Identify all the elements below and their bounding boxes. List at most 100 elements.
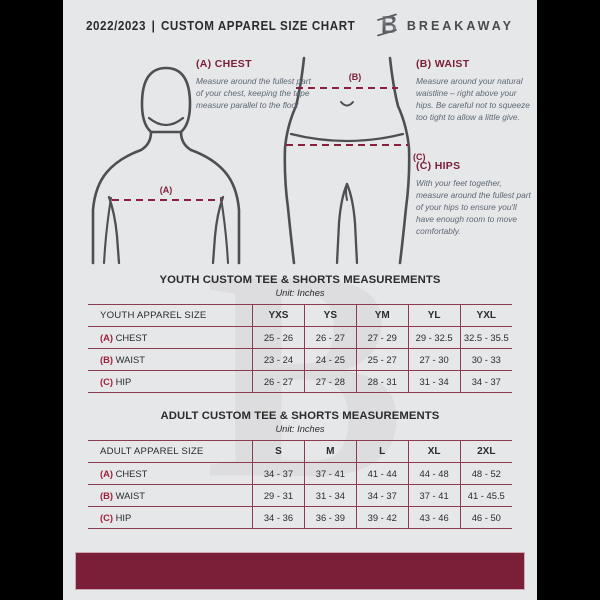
adult-chest-s: 34 - 37 [252,462,305,485]
adult-waist-l: 34 - 37 [356,484,409,507]
youth-row-tag-chest: (A) [100,332,114,343]
adult-row-name-hip: HIP [115,512,132,523]
youth-col-4: YXL [460,304,512,327]
adult-size-table: ADULT APPAREL SIZE S M L XL 2XL (A) CHES… [88,440,512,529]
header-season: 2022/2023 [86,19,146,33]
youth-chest-ym: 27 - 29 [356,326,409,349]
adult-hip-m: 36 - 39 [304,506,357,529]
adult-waist-2xl: 41 - 45.5 [460,484,512,507]
adult-table-title: ADULT CUSTOM TEE & SHORTS MEASUREMENTS [160,410,440,422]
youth-waist-yl: 27 - 30 [408,348,461,371]
adult-row-label-chest: (A) CHEST [88,462,253,485]
adult-chest-2xl: 48 - 52 [460,462,512,485]
waist-marker-label: (B) [349,72,362,82]
youth-row-label-waist: (B) WAIST [88,348,253,371]
adult-col-3: XL [408,440,461,463]
adult-col-2: L [356,440,409,463]
adult-row-label-waist: (B) WAIST [88,484,253,507]
adult-row-name-chest: CHEST [115,468,148,479]
adult-table-unit: Unit: Inches [275,424,325,434]
youth-waist-yxl: 30 - 33 [460,348,512,371]
adult-waist-s: 29 - 31 [252,484,305,507]
youth-row-name-chest: CHEST [115,332,148,343]
youth-row-tag-waist: (B) [100,354,114,365]
youth-chest-yl: 29 - 32.5 [408,326,461,349]
youth-row-label-hip: (C) HIP [88,370,253,393]
callout-chest-text: Measure around the fullest part of your … [196,76,311,111]
table-row: (C) HIP 26 - 27 27 - 28 28 - 31 31 - 34 … [88,370,512,393]
youth-chest-yxl: 32.5 - 35.5 [460,326,512,349]
table-row: (A) CHEST 34 - 37 37 - 41 41 - 44 44 - 4… [88,462,512,485]
adult-row-name-waist: WAIST [115,490,145,501]
youth-chest-ys: 26 - 27 [304,326,357,349]
youth-hip-yxs: 26 - 27 [252,370,305,393]
body-figures-svg: (A) (B) (C) [91,56,426,265]
youth-row-tag-hip: (C) [100,376,114,387]
adult-col-1: M [304,440,357,463]
youth-size-table: YOUTH APPAREL SIZE YXS YS YM YL YXL (A) … [88,304,512,393]
adult-col-4: 2XL [460,440,512,463]
youth-waist-ys: 24 - 25 [304,348,357,371]
adult-row-tag-hip: (C) [100,512,114,523]
youth-waist-yxs: 23 - 24 [252,348,305,371]
youth-row-name-hip: HIP [115,376,132,387]
youth-row-name-waist: WAIST [115,354,145,365]
header-title: CUSTOM APPAREL SIZE CHART [160,19,356,33]
adult-hip-l: 39 - 42 [356,506,409,529]
callout-chest: (A) CHEST Measure around the fullest par… [196,58,314,111]
breakaway-b-logo-icon [376,13,398,39]
youth-row-label-chest: (A) CHEST [88,326,253,349]
youth-col-1: YS [304,304,357,327]
table-row: (B) WAIST 23 - 24 24 - 25 25 - 27 27 - 3… [88,348,512,371]
adult-waist-xl: 37 - 41 [408,484,461,507]
adult-row-tag-chest: (A) [100,468,114,479]
footer-accent-bar [75,552,525,590]
table-row: (A) CHEST 25 - 26 26 - 27 27 - 29 29 - 3… [88,326,512,349]
table-row: (B) WAIST 29 - 31 31 - 34 34 - 37 37 - 4… [88,484,512,507]
youth-col-0: YXS [252,304,305,327]
adult-waist-m: 31 - 34 [304,484,357,507]
adult-hip-xl: 43 - 46 [408,506,461,529]
page-header: 2022/2023 | CUSTOM APPAREL SIZE CHART [63,0,537,52]
table-row: (C) HIP 34 - 36 36 - 39 39 - 42 43 - 46 … [88,506,512,529]
brand-lockup: BREAKAWAY [376,13,514,39]
youth-hip-ym: 28 - 31 [356,370,409,393]
lower-body-figure [283,56,411,265]
adult-row-label-hip: (C) HIP [88,506,253,529]
adult-chest-l: 41 - 44 [356,462,409,485]
youth-size-table-section: YOUTH CUSTOM TEE & SHORTS MEASUREMENTS U… [88,274,512,393]
hip-marker-label: (C) [413,152,426,162]
youth-col-3: YL [408,304,461,327]
size-chart-page: B 2022/2023|CUSTOM APPAREL SIZE CHART [63,0,537,600]
chest-marker-label: (A) [160,185,173,195]
callout-hips-heading: (C) HIPS [416,160,461,172]
brand-name: BREAKAWAY [406,19,514,33]
adult-size-label: ADULT APPAREL SIZE [88,440,253,463]
youth-header-row: YOUTH APPAREL SIZE YXS YS YM YL YXL [88,304,512,327]
callout-hips: (C) HIPS With your feet together, measur… [416,160,532,237]
callout-hips-text: With your feet together, measure around … [416,178,531,237]
callout-chest-heading: (A) CHEST [196,58,252,70]
youth-hip-yxl: 34 - 37 [460,370,512,393]
adult-hip-s: 34 - 36 [252,506,305,529]
callout-waist-text: Measure around your natural waistline – … [416,76,530,123]
youth-hip-ys: 27 - 28 [304,370,357,393]
youth-hip-yl: 31 - 34 [408,370,461,393]
youth-table-unit: Unit: Inches [275,288,325,298]
youth-waist-ym: 25 - 27 [356,348,409,371]
measurement-diagram: (A) (B) (C) ( [63,48,537,268]
callout-waist: (B) WAIST Measure around your natural wa… [416,58,532,123]
header-title-group: 2022/2023 | CUSTOM APPAREL SIZE CHART [86,19,355,33]
adult-col-0: S [252,440,305,463]
adult-chest-m: 37 - 41 [304,462,357,485]
adult-header-row: ADULT APPAREL SIZE S M L XL 2XL [88,440,512,463]
callout-waist-heading: (B) WAIST [416,58,470,70]
adult-hip-2xl: 46 - 50 [460,506,512,529]
upper-body-figure [91,66,241,265]
adult-size-table-section: ADULT CUSTOM TEE & SHORTS MEASUREMENTS U… [88,410,512,529]
youth-table-title: YOUTH CUSTOM TEE & SHORTS MEASUREMENTS [159,274,441,286]
adult-row-tag-waist: (B) [100,490,114,501]
youth-size-label: YOUTH APPAREL SIZE [88,304,253,327]
youth-chest-yxs: 25 - 26 [252,326,305,349]
youth-col-2: YM [356,304,409,327]
